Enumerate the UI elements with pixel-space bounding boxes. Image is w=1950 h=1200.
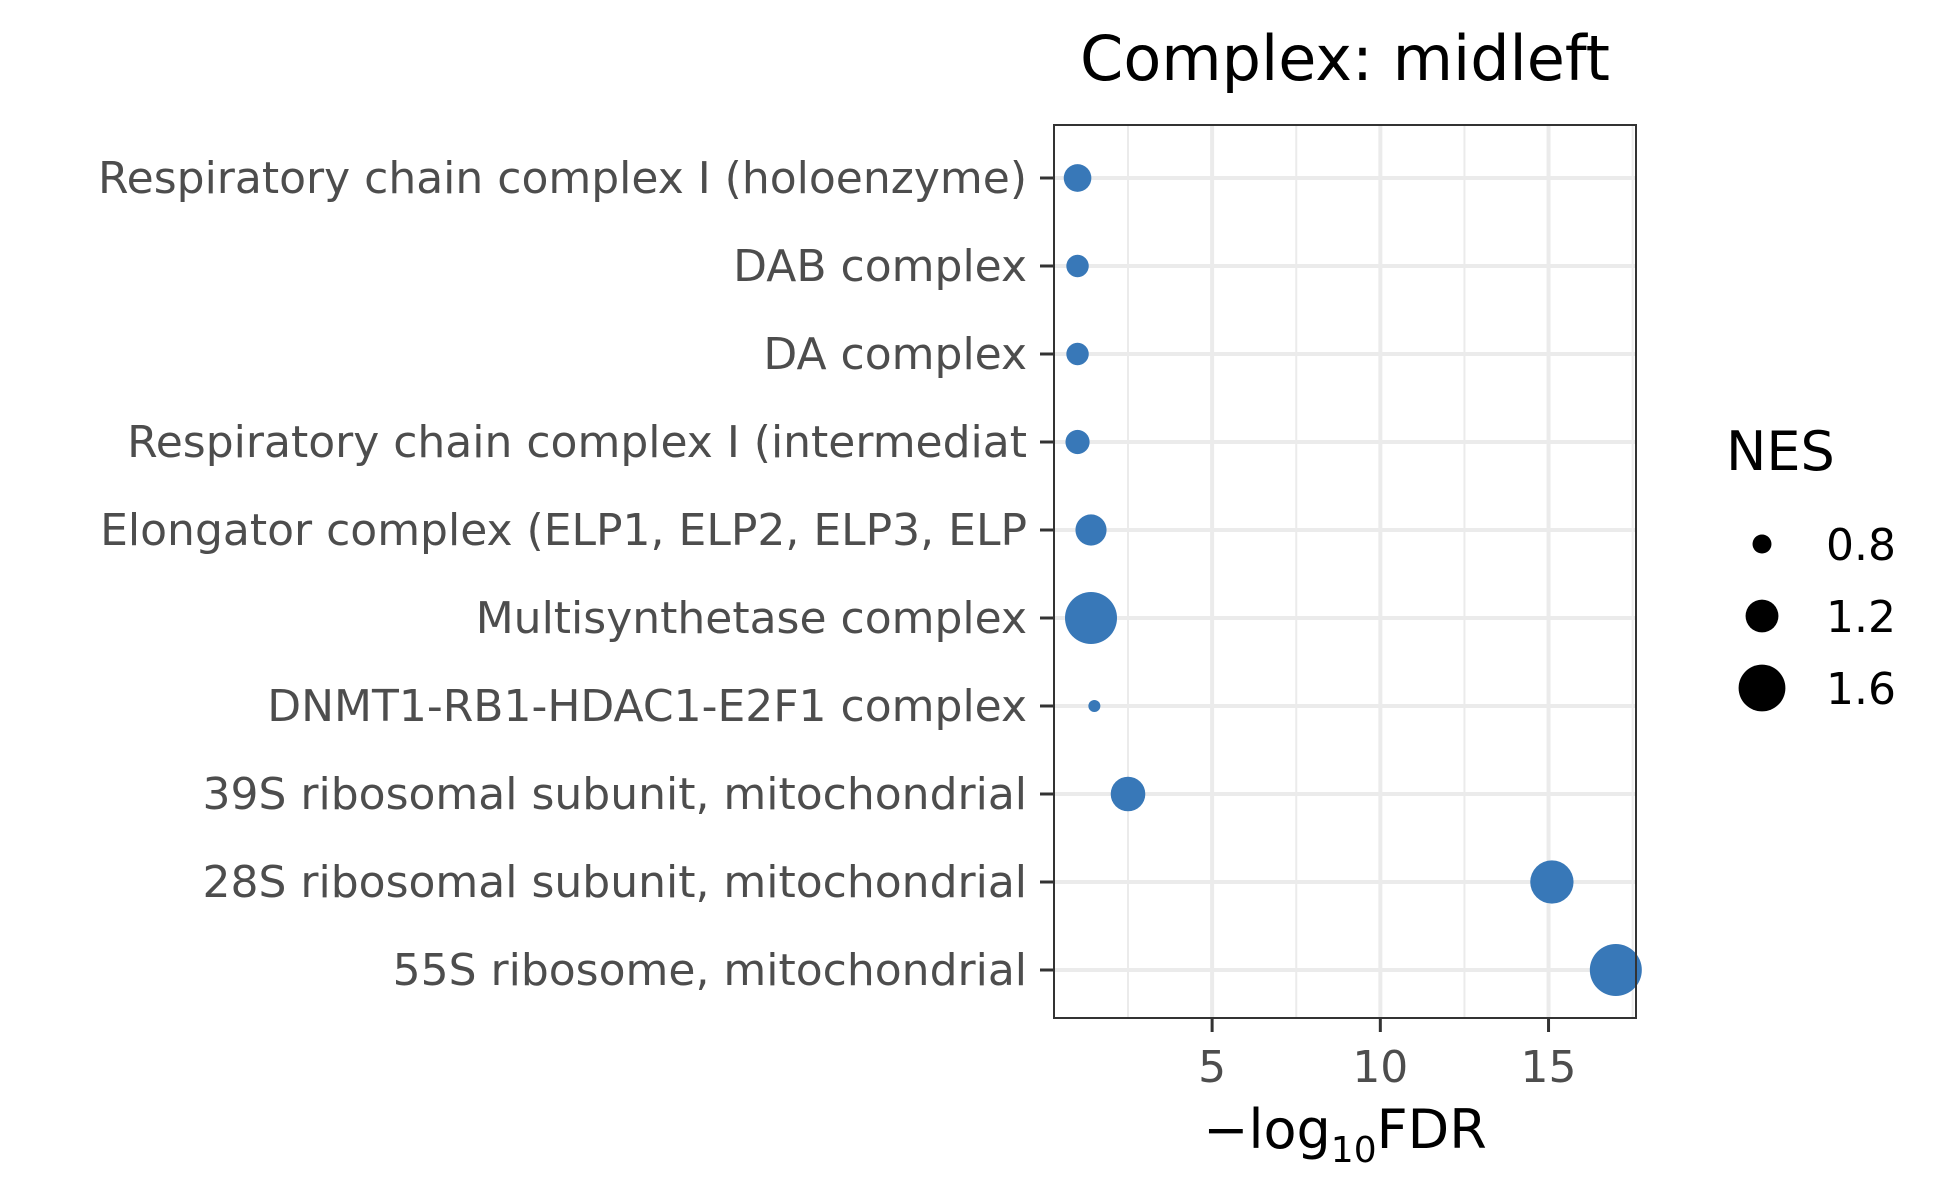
y-tick-label: DNMT1-RB1-HDAC1-E2F1 complex [267, 681, 1027, 732]
y-tick-label: Elongator complex (ELP1, ELP2, ELP3, ELP [100, 505, 1027, 556]
y-tick-label: 39S ribosomal subunit, mitochondrial [203, 769, 1027, 820]
y-axis-labels: Respiratory chain complex I (holoenzyme)… [98, 153, 1027, 996]
y-tick-label: DAB complex [733, 241, 1027, 292]
data-point [1066, 254, 1089, 278]
legend-title: NES [1726, 420, 1835, 483]
chart-title: Complex: midleft [1080, 22, 1610, 95]
y-tick-label: Respiratory chain complex I (intermediat [127, 417, 1027, 468]
data-points [1063, 164, 1642, 996]
data-point [1110, 776, 1146, 812]
legend-label: 0.8 [1826, 520, 1896, 571]
y-tick-label: Multisynthetase complex [476, 593, 1027, 644]
y-tick-label: DA complex [763, 329, 1027, 380]
data-point [1063, 164, 1092, 192]
data-point [1530, 860, 1574, 904]
legend-label: 1.6 [1826, 664, 1896, 715]
x-tick-label: 5 [1198, 1042, 1226, 1093]
x-axis-title-suffix: FDR [1377, 1098, 1487, 1161]
x-axis-title-subscript: 10 [1331, 1130, 1377, 1171]
x-axis-ticks [1210, 1018, 1551, 1032]
data-point [1075, 514, 1107, 546]
plot-panel-border [1053, 124, 1637, 1019]
data-point [1589, 944, 1642, 996]
data-point [1066, 342, 1089, 366]
x-tick-label: 10 [1352, 1042, 1408, 1093]
legend: 0.8 1.2 1.6 [1738, 520, 1896, 715]
y-axis-ticks [1040, 176, 1054, 972]
x-axis-title-prefix: −log [1203, 1098, 1331, 1161]
x-axis-labels: 5 10 15 [1198, 1042, 1576, 1093]
legend-label: 1.2 [1826, 592, 1896, 643]
grid [1054, 125, 1636, 1018]
y-tick-label: 55S ribosome, mitochondrial [393, 945, 1027, 996]
y-tick-label: Respiratory chain complex I (holoenzyme) [98, 153, 1027, 204]
data-point [1065, 429, 1090, 455]
data-point [1065, 592, 1118, 644]
y-tick-label: 28S ribosomal subunit, mitochondrial [203, 857, 1027, 908]
x-axis-title: −log10FDR [1203, 1098, 1487, 1171]
legend-key [1738, 664, 1786, 712]
legend-key [1752, 534, 1772, 554]
data-point [1088, 700, 1101, 712]
x-tick-label: 15 [1521, 1042, 1577, 1093]
legend-key [1745, 599, 1779, 633]
